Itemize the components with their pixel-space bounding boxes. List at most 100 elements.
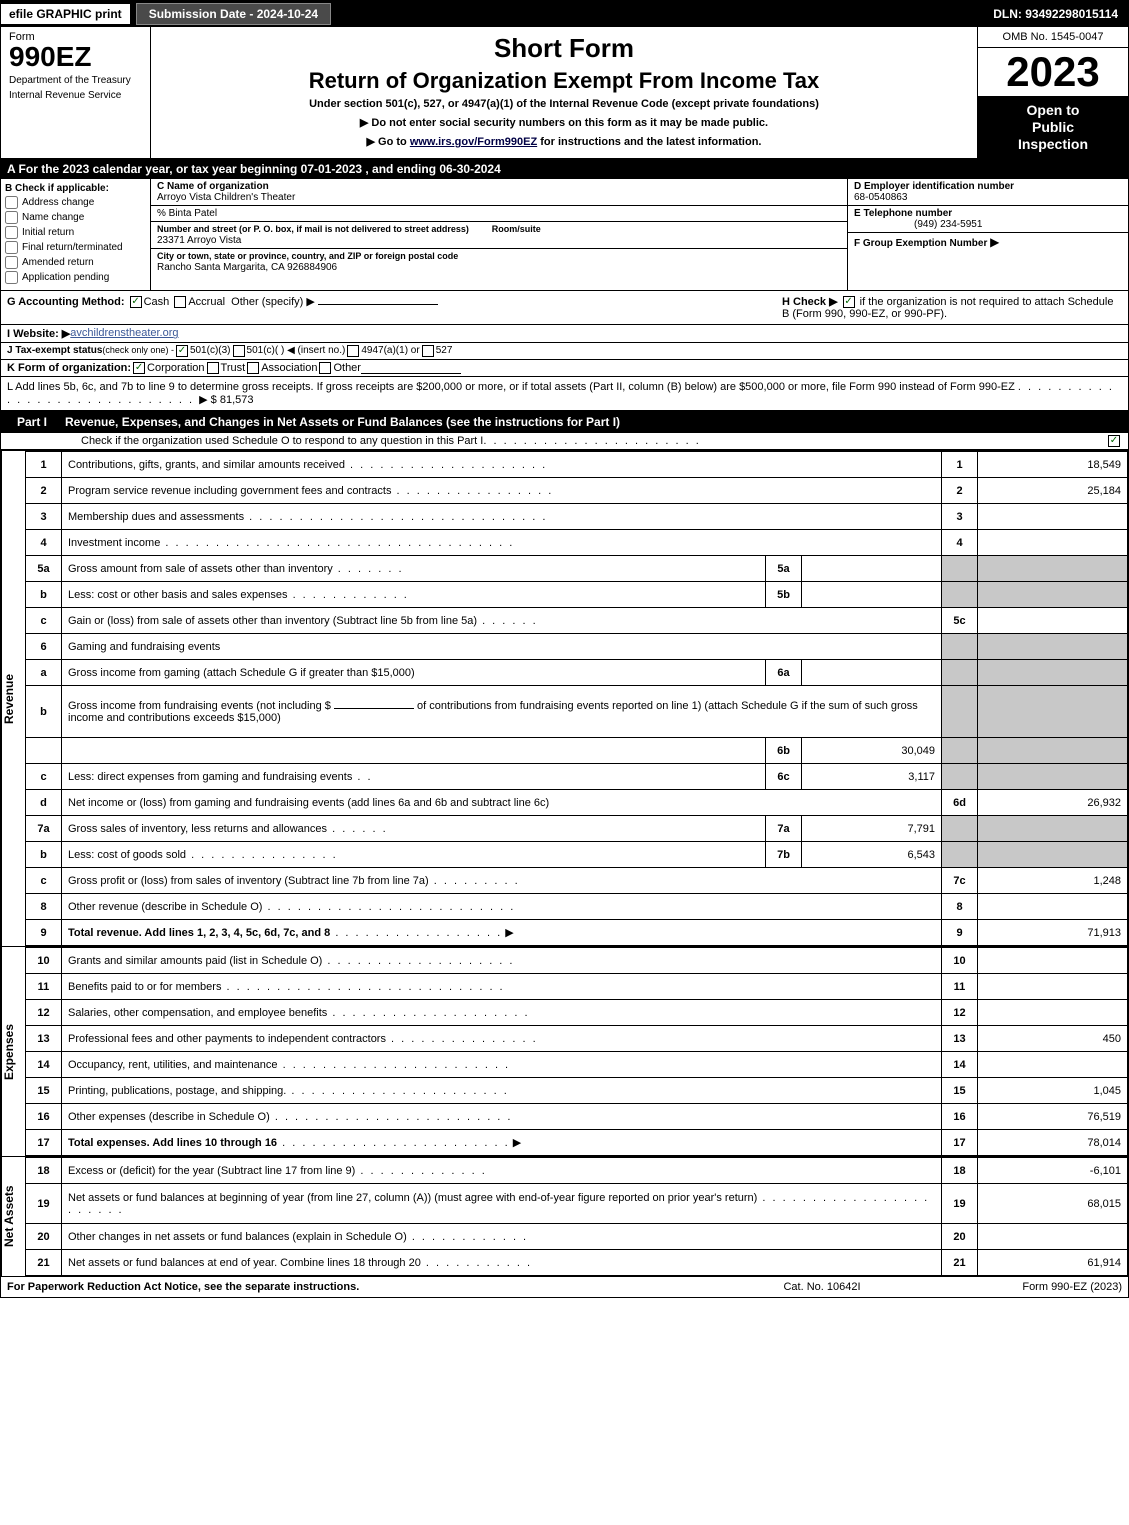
line-6: 6Gaming and fundraising events <box>26 634 1128 660</box>
checkbox-initial-return[interactable]: Initial return <box>5 226 146 239</box>
pct-block: % Binta Patel <box>151 206 847 222</box>
revenue-label: Revenue <box>1 451 25 946</box>
submission-date: Submission Date - 2024-10-24 <box>136 3 331 25</box>
line-6d: dNet income or (loss) from gaming and fu… <box>26 790 1128 816</box>
open-line2: Public <box>984 119 1122 136</box>
line-6b: bGross income from fundraising events (n… <box>26 686 1128 738</box>
omb-number: OMB No. 1545-0047 <box>978 27 1128 48</box>
title-box: Short Form Return of Organization Exempt… <box>151 27 978 158</box>
checkbox-trust[interactable] <box>207 362 219 374</box>
line-7a: 7aGross sales of inventory, less returns… <box>26 816 1128 842</box>
checkbox-accrual[interactable] <box>174 296 186 308</box>
footer-row: For Paperwork Reduction Act Notice, see … <box>1 1276 1128 1297</box>
open-line1: Open to <box>984 102 1122 119</box>
checkbox-other[interactable] <box>319 362 331 374</box>
checkbox-4947[interactable] <box>347 345 359 357</box>
phone-block: E Telephone number (949) 234-5951 <box>848 206 1128 233</box>
checkbox-address-change-input[interactable] <box>5 196 18 209</box>
phone-value: (949) 234-5951 <box>854 219 982 230</box>
instruction-link-line: ▶ Go to www.irs.gov/Form990EZ for instru… <box>171 135 957 148</box>
ein-block: D Employer identification number 68-0540… <box>848 179 1128 206</box>
dln-number: DLN: 93492298015114 <box>983 4 1128 24</box>
checkbox-assoc[interactable] <box>247 362 259 374</box>
line-20: 20Other changes in net assets or fund ba… <box>26 1224 1128 1250</box>
l-text: L Add lines 5b, 6c, and 7b to line 9 to … <box>7 381 1015 393</box>
checkbox-501c3[interactable] <box>176 345 188 357</box>
form-identifier-box: Form 990EZ Department of the Treasury In… <box>1 27 151 158</box>
revenue-section: Revenue 1Contributions, gifts, grants, a… <box>1 450 1128 946</box>
k-label: K Form of organization: <box>7 362 131 374</box>
checkbox-address-change[interactable]: Address change <box>5 196 146 209</box>
line-3: 3Membership dues and assessments . . . .… <box>26 504 1128 530</box>
h-label: H Check ▶ <box>782 296 838 308</box>
year-box: OMB No. 1545-0047 2023 Open to Public In… <box>978 27 1128 158</box>
checkbox-final-return-input[interactable] <box>5 241 18 254</box>
line-7c: cGross profit or (loss) from sales of in… <box>26 868 1128 894</box>
info-grid: B Check if applicable: Address change Na… <box>1 179 1128 291</box>
part-1-header: Part I Revenue, Expenses, and Changes in… <box>1 411 1128 433</box>
cat-number: Cat. No. 10642I <box>722 1281 922 1293</box>
checkbox-501c[interactable] <box>233 345 245 357</box>
line-7b: bLess: cost of goods sold . . . . . . . … <box>26 842 1128 868</box>
group-exemption-label: F Group Exemption Number <box>854 238 987 249</box>
checkbox-527[interactable] <box>422 345 434 357</box>
part-1-label: Part I <box>9 415 55 429</box>
instr-post: for instructions and the latest informat… <box>540 136 761 148</box>
line-11: 11Benefits paid to or for members . . . … <box>26 974 1128 1000</box>
checkbox-name-change[interactable]: Name change <box>5 211 146 224</box>
title-main: Return of Organization Exempt From Incom… <box>171 68 957 94</box>
line-10: 10Grants and similar amounts paid (list … <box>26 948 1128 974</box>
j-sub: (check only one) - <box>102 345 174 357</box>
website-link[interactable]: avchildrenstheater.org <box>70 327 178 340</box>
other-specify-line <box>318 304 438 305</box>
form-reference: Form 990-EZ (2023) <box>922 1281 1122 1293</box>
checkbox-cash[interactable] <box>130 296 142 308</box>
open-line3: Inspection <box>984 136 1122 153</box>
org-name-label: C Name of organization <box>157 181 269 192</box>
j-label: J Tax-exempt status <box>7 345 102 357</box>
org-name-value: Arroyo Vista Children's Theater <box>157 192 295 203</box>
city-value: Rancho Santa Margarita, CA 926884906 <box>157 262 337 273</box>
line-9: 9Total revenue. Add lines 1, 2, 3, 4, 5c… <box>26 920 1128 946</box>
pct-value: % Binta Patel <box>157 208 217 219</box>
part-1-check-row: Check if the organization used Schedule … <box>1 433 1128 450</box>
row-g-h: G Accounting Method: Cash Accrual Other … <box>1 291 1128 325</box>
city-label: City or town, state or province, country… <box>157 251 458 261</box>
instruction-ssn: ▶ Do not enter social security numbers o… <box>171 116 957 129</box>
checkbox-amended-input[interactable] <box>5 256 18 269</box>
top-bar: efile GRAPHIC print Submission Date - 20… <box>1 1 1128 27</box>
line-2: 2Program service revenue including gover… <box>26 478 1128 504</box>
line-15: 15Printing, publications, postage, and s… <box>26 1078 1128 1104</box>
line-18: 18Excess or (deficit) for the year (Subt… <box>26 1158 1128 1184</box>
org-name-block: C Name of organization Arroyo Vista Chil… <box>151 179 847 206</box>
col-b-checkboxes: B Check if applicable: Address change Na… <box>1 179 151 290</box>
accounting-method: G Accounting Method: Cash Accrual Other … <box>7 295 782 320</box>
street-label: Number and street (or P. O. box, if mail… <box>157 224 469 234</box>
room-label: Room/suite <box>492 224 541 234</box>
checkbox-final-return[interactable]: Final return/terminated <box>5 241 146 254</box>
expenses-label: Expenses <box>1 947 25 1156</box>
row-j-tax-exempt: J Tax-exempt status (check only one) - 5… <box>1 343 1128 360</box>
other-org-line <box>361 362 461 374</box>
tax-year: 2023 <box>978 48 1128 96</box>
line-1: 1Contributions, gifts, grants, and simil… <box>26 452 1128 478</box>
checkbox-schedule-o[interactable] <box>1108 435 1120 447</box>
checkbox-pending[interactable]: Application pending <box>5 271 146 284</box>
checkbox-corp[interactable] <box>133 362 145 374</box>
title-sub: Under section 501(c), 527, or 4947(a)(1)… <box>171 98 957 110</box>
ein-value: 68-0540863 <box>854 192 907 203</box>
g-label: G Accounting Method: <box>7 296 125 308</box>
street-value: 23371 Arroyo Vista <box>157 235 241 246</box>
l-value: ▶ $ 81,573 <box>199 394 253 406</box>
checkbox-h[interactable] <box>843 296 855 308</box>
checkbox-pending-input[interactable] <box>5 271 18 284</box>
col-b-header: B Check if applicable: <box>5 183 146 194</box>
line-5a: 5aGross amount from sale of assets other… <box>26 556 1128 582</box>
open-to-public-box: Open to Public Inspection <box>978 96 1128 158</box>
revenue-table: 1Contributions, gifts, grants, and simil… <box>25 451 1128 946</box>
line-5c: cGain or (loss) from sale of assets othe… <box>26 608 1128 634</box>
irs-link[interactable]: www.irs.gov/Form990EZ <box>410 136 537 148</box>
checkbox-initial-return-input[interactable] <box>5 226 18 239</box>
checkbox-name-change-input[interactable] <box>5 211 18 224</box>
checkbox-amended[interactable]: Amended return <box>5 256 146 269</box>
